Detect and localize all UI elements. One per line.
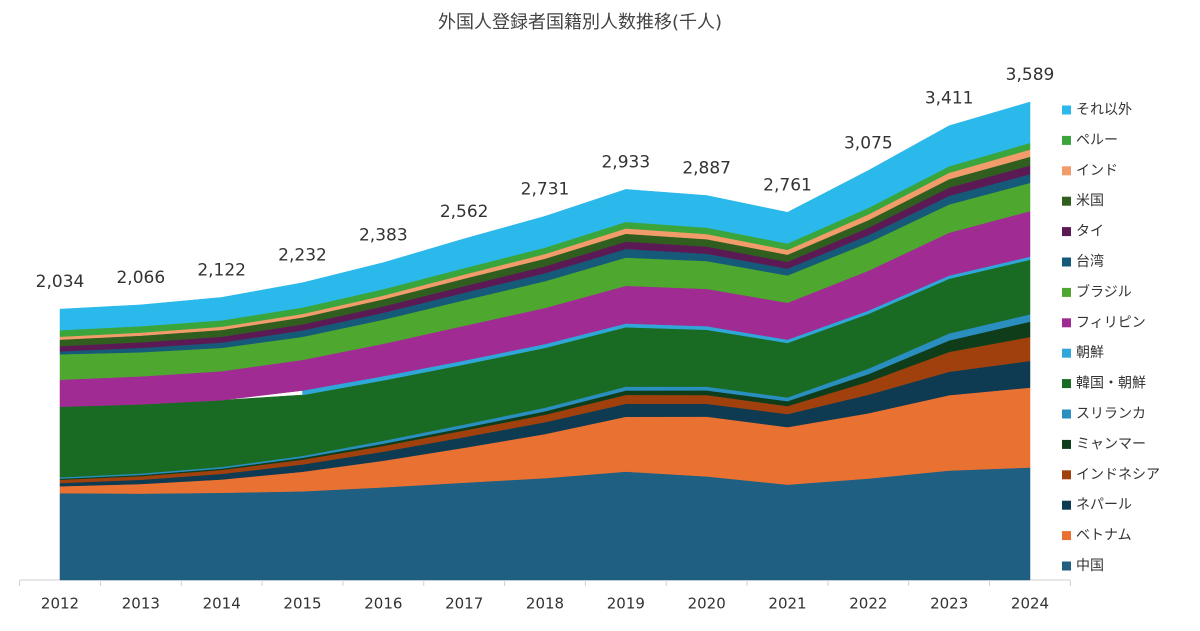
total-label: 2,887: [682, 158, 731, 178]
legend-swatch: [1062, 500, 1071, 510]
total-label: 2,562: [440, 202, 489, 222]
legend-label: 朝鮮: [1076, 345, 1104, 361]
x-tick-label: 2023: [930, 595, 968, 613]
legend-label: タイ: [1076, 224, 1104, 240]
total-label: 2,122: [197, 260, 246, 280]
legend-label: 米国: [1076, 193, 1104, 209]
total-label: 3,075: [844, 133, 893, 153]
x-tick-label: 2020: [688, 595, 726, 613]
total-label: 2,933: [601, 152, 650, 172]
x-tick-label: 2019: [607, 595, 645, 613]
legend-swatch: [1062, 531, 1071, 541]
x-tick-label: 2018: [526, 595, 564, 613]
total-label: 2,232: [278, 246, 327, 266]
x-tick-label: 2021: [768, 595, 806, 613]
total-label: 2,066: [116, 268, 165, 288]
total-label: 2,761: [763, 175, 812, 195]
legend-swatch: [1062, 105, 1071, 115]
legend-label: 韓国・朝鮮: [1076, 376, 1146, 392]
x-tick-label: 2015: [283, 595, 321, 613]
legend-swatch: [1062, 135, 1071, 145]
legend-swatch: [1062, 287, 1071, 297]
legend-label: ベトナム: [1076, 528, 1132, 544]
legend-label: ネパール: [1076, 497, 1132, 513]
legend-swatch: [1062, 318, 1071, 328]
legend-swatch: [1062, 227, 1071, 237]
legend-label: ミャンマー: [1076, 436, 1146, 452]
legend-label: ペルー: [1076, 132, 1118, 148]
x-tick-label: 2012: [41, 595, 79, 613]
total-label: 3,411: [925, 89, 974, 109]
total-label: 2,731: [521, 179, 570, 199]
legend-label: スリランカ: [1076, 406, 1146, 422]
x-tick-label: 2016: [364, 595, 402, 613]
chart-title: 外国人登録者国籍別人数推移(千人): [438, 12, 722, 33]
total-label: 2,383: [359, 226, 408, 246]
legend-label: 中国: [1076, 558, 1104, 574]
legend-swatch: [1062, 166, 1071, 176]
x-tick-label: 2022: [849, 595, 887, 613]
x-tick-label: 2014: [203, 595, 241, 613]
x-tick-label: 2013: [122, 595, 160, 613]
legend-swatch: [1062, 257, 1071, 267]
x-tick-label: 2024: [1011, 595, 1049, 613]
legend-label: 台湾: [1076, 253, 1104, 270]
legend-swatch: [1062, 409, 1071, 419]
legend-label: フィリピン: [1076, 315, 1146, 331]
total-label: 2,034: [36, 272, 85, 292]
legend-swatch: [1062, 379, 1071, 389]
legend-label: インドネシア: [1076, 467, 1160, 483]
legend-label: インド: [1076, 163, 1118, 179]
x-tick-label: 2017: [445, 595, 483, 613]
legend-swatch: [1062, 561, 1071, 571]
legend-swatch: [1062, 348, 1071, 358]
legend-label: ブラジル: [1076, 283, 1132, 300]
legend-swatch: [1062, 470, 1071, 480]
legend-swatch: [1062, 439, 1071, 449]
area: [59, 101, 1031, 331]
legend-label: それ以外: [1076, 102, 1132, 118]
total-label: 3,589: [1006, 65, 1055, 85]
legend-swatch: [1062, 196, 1071, 206]
